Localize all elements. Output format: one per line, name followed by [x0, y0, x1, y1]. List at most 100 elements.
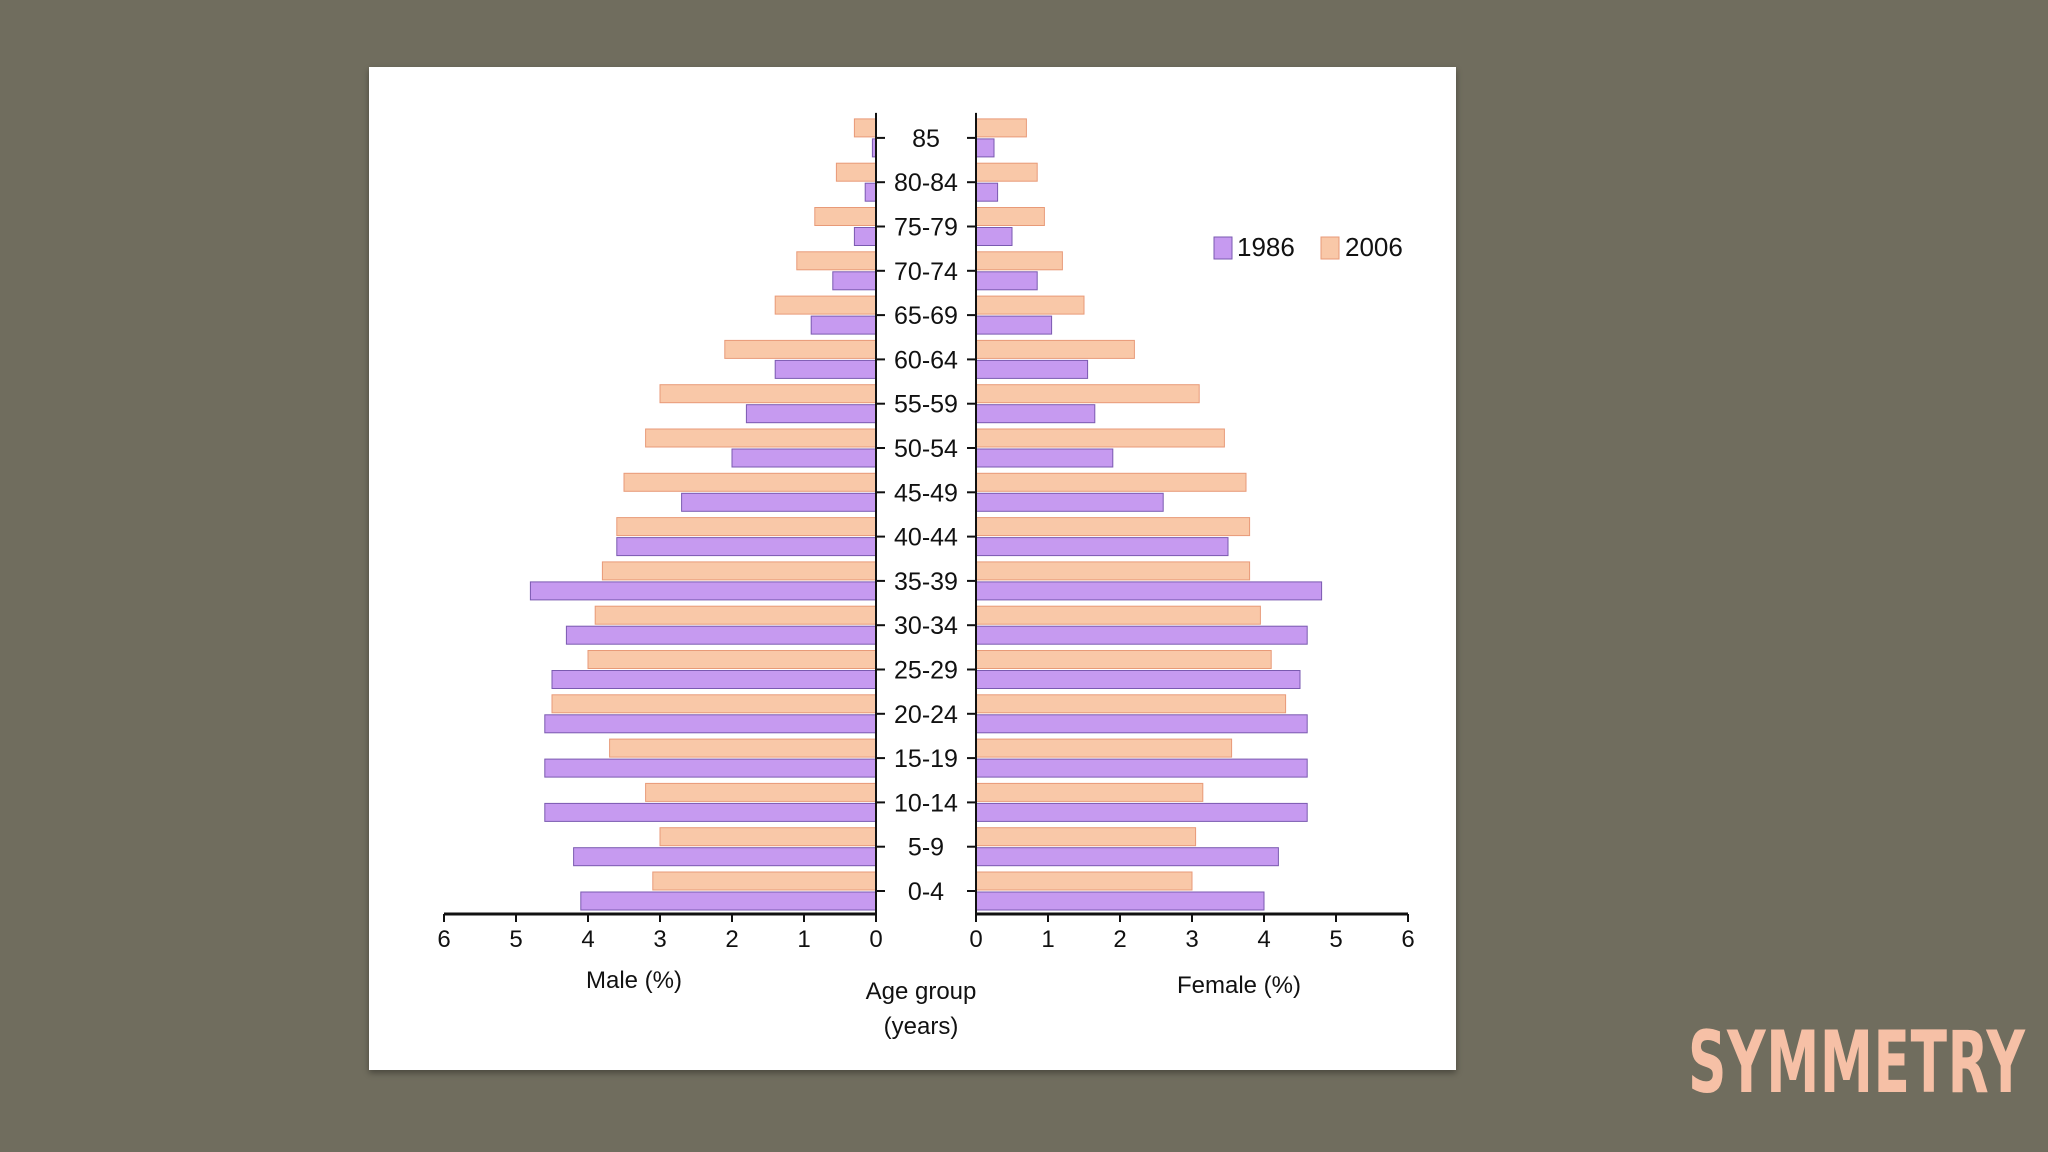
bar-male-2006-25-29 — [587, 650, 877, 669]
bar-female-1986-15-19 — [975, 758, 1308, 778]
bar-female-2006-40-44 — [975, 517, 1251, 537]
bar-male-1986-20-24 — [544, 714, 877, 734]
bar-male-2006-30-34 — [594, 605, 877, 625]
age-label-5-9: 5-9 — [908, 834, 944, 862]
bar-female-2006-50-54 — [975, 428, 1225, 448]
bar-male-2006-45-49 — [623, 472, 877, 492]
age-label-55-59: 55-59 — [894, 391, 958, 419]
bar-female-1986-70-74 — [975, 271, 1038, 291]
bar-female-1986-50-54 — [975, 448, 1114, 468]
bar-male-1986-25-29 — [551, 670, 877, 689]
male-tick-label-3: 3 — [653, 926, 666, 953]
bar-female-2006-75-79 — [975, 207, 1045, 226]
x-ticks-group: 6 5 4 3 2 1 0 0 1 2 3 4 5 6 — [437, 914, 1415, 953]
age-label-10-14: 10-14 — [894, 789, 958, 817]
male-tick-label-2: 2 — [725, 926, 738, 953]
age-label-35-39: 35-39 — [894, 568, 958, 596]
bars-group — [529, 118, 1323, 911]
male-tick-label-1: 1 — [797, 926, 810, 953]
female-tick-label-3: 3 — [1185, 926, 1198, 953]
bar-male-2006-80-84 — [835, 162, 877, 182]
bar-male-1986-10-14 — [544, 802, 877, 822]
bar-female-1986-10-14 — [975, 802, 1308, 822]
bar-male-2006-70-74 — [796, 251, 877, 271]
male-tick-label-0: 0 — [869, 926, 882, 953]
bar-female-2006-70-74 — [975, 251, 1063, 271]
age-label-80-84: 80-84 — [894, 169, 958, 197]
bar-female-2006-25-29 — [975, 650, 1272, 669]
bar-male-1986-70-74 — [832, 271, 877, 291]
bar-female-2006-20-24 — [975, 694, 1287, 714]
female-tick-label-1: 1 — [1041, 926, 1054, 953]
bar-female-2006-65-69 — [975, 295, 1085, 315]
legend-swatch-1986 — [1213, 236, 1233, 260]
bar-male-1986-80-84 — [864, 182, 877, 202]
male-tick-label-6: 6 — [437, 926, 450, 953]
bar-male-1986-30-34 — [565, 625, 877, 645]
bar-male-2006-20-24 — [551, 694, 877, 714]
female-tick-label-2: 2 — [1113, 926, 1126, 953]
center-axis-label-line1: Age group — [866, 978, 977, 1005]
bar-female-1986-65-69 — [975, 315, 1053, 335]
chart-card: 0-4 5-9 10-14 15-19 20-24 25-29 30-34 35-39 40-4… — [369, 67, 1456, 1070]
legend-label-1986: 1986 — [1237, 232, 1295, 262]
bar-male-2006-50-54 — [645, 428, 877, 448]
bar-female-2006-30-34 — [975, 605, 1261, 625]
bar-male-2006-5-9 — [659, 827, 877, 847]
bar-female-2006-55-59 — [975, 384, 1200, 404]
bar-male-1986-15-19 — [544, 758, 877, 778]
age-label-65-69: 65-69 — [894, 302, 958, 330]
age-label-75-79: 75-79 — [894, 214, 958, 242]
population-pyramid-chart: 0-4 5-9 10-14 15-19 20-24 25-29 30-34 35-39 40-4… — [437, 112, 1415, 1040]
bar-female-1986-0-4 — [975, 891, 1265, 911]
female-tick-label-4: 4 — [1257, 926, 1270, 953]
age-label-50-54: 50-54 — [894, 435, 958, 463]
bar-female-1986-80-84 — [975, 182, 999, 202]
bar-male-1986-35-39 — [529, 581, 877, 601]
bar-male-1986-40-44 — [616, 537, 877, 557]
bar-female-1986-45-49 — [975, 492, 1164, 512]
bar-male-1986-55-59 — [745, 404, 877, 424]
bar-female-1986-40-44 — [975, 537, 1229, 557]
age-label-20-24: 20-24 — [894, 701, 958, 729]
bar-male-1986-60-64 — [774, 359, 877, 379]
bar-female-1986-55-59 — [975, 404, 1096, 424]
bar-male-1986-5-9 — [573, 847, 877, 867]
age-label-25-29: 25-29 — [894, 657, 958, 685]
bar-female-2006-80-84 — [975, 162, 1038, 182]
bar-male-1986-75-79 — [853, 227, 877, 246]
bar-female-1986-20-24 — [975, 714, 1308, 734]
age-label-15-19: 15-19 — [894, 745, 958, 773]
x-axis-label-male: Male (%) — [586, 967, 682, 994]
male-tick-label-4: 4 — [581, 926, 594, 953]
legend-label-2006: 2006 — [1345, 232, 1403, 262]
bar-female-1986-60-64 — [975, 359, 1089, 379]
age-label-30-34: 30-34 — [894, 612, 958, 640]
bar-male-2006-75-79 — [814, 207, 877, 226]
bar-female-2006-35-39 — [975, 561, 1251, 581]
bar-male-1986-45-49 — [681, 492, 877, 512]
bar-male-2006-10-14 — [645, 782, 877, 802]
bar-female-1986-85 — [975, 138, 995, 158]
bar-male-2006-55-59 — [659, 384, 877, 404]
age-label-0-4: 0-4 — [908, 878, 944, 906]
age-label-45-49: 45-49 — [894, 479, 958, 507]
bar-female-2006-0-4 — [975, 871, 1193, 891]
age-group-labels: 0-4 5-9 10-14 15-19 20-24 25-29 30-34 35-39 40-4… — [894, 125, 958, 906]
age-label-60-64: 60-64 — [894, 346, 958, 374]
bar-female-2006-15-19 — [975, 738, 1233, 758]
bar-male-2006-65-69 — [774, 295, 877, 315]
female-tick-label-0: 0 — [969, 926, 982, 953]
bar-female-2006-60-64 — [975, 339, 1135, 359]
legend-swatch-2006 — [1320, 236, 1340, 260]
bar-female-1986-25-29 — [975, 670, 1301, 689]
bar-male-2006-60-64 — [724, 339, 877, 359]
bar-male-2006-0-4 — [652, 871, 877, 891]
bar-male-1986-50-54 — [731, 448, 877, 468]
bar-male-2006-85 — [853, 118, 877, 138]
bar-male-2006-40-44 — [616, 517, 877, 537]
bar-male-2006-35-39 — [601, 561, 877, 581]
age-label-40-44: 40-44 — [894, 524, 958, 552]
bar-female-1986-5-9 — [975, 847, 1279, 867]
bar-female-2006-85 — [975, 118, 1027, 138]
